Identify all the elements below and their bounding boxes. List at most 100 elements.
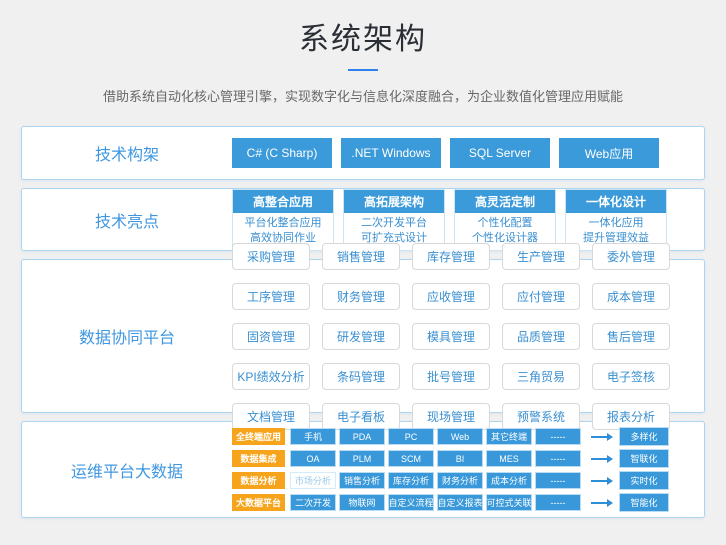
ops-cell: 二次开发 [290,494,336,511]
section-data-platform: 数据协同平台 采购管理 销售管理 库存管理 生产管理 委外管理 工序管理 财务管… [21,242,705,430]
page-title: 系统架构 [299,23,427,56]
highlight-card-title: 高整合应用 [233,189,333,213]
module-chip[interactable]: 三角贸易 [502,362,580,390]
ops-result-box: 多样化 [619,427,669,446]
ops-row-tag: 数据集成 [232,450,285,467]
highlight-card: 高整合应用 平台化整合应用 高效协同作业 [232,188,334,251]
module-chip[interactable]: 委外管理 [592,242,670,270]
highlight-card-body: 平台化整合应用 高效协同作业 [233,213,333,250]
ops-cell: PC [388,428,434,445]
module-chip[interactable]: 工序管理 [232,282,310,310]
ops-cell: 财务分析 [437,472,483,489]
highlight-card-line: 一体化应用 [588,216,644,229]
ops-cell: PLM [339,450,385,467]
ops-cell: 库存分析 [388,472,434,489]
highlight-card-line: 个性化配置 [477,216,533,229]
right-arrow-icon [591,432,613,441]
tech-stack-button-sqlserver[interactable]: SQL Server [450,138,550,168]
ops-flow-row: 数据分析 市场分析 销售分析 库存分析 财务分析 成本分析 ----- 实时化 [232,471,669,490]
ops-cell: 物联网 [339,494,385,511]
ops-cell: 其它终端 [486,428,532,445]
module-chip[interactable]: 生产管理 [502,242,580,270]
module-chip[interactable]: KPI绩效分析 [232,362,310,390]
highlight-card-body: 一体化应用 提升管理效益 [566,213,666,250]
highlight-card-title: 高灵活定制 [455,189,555,213]
ops-cell: BI [437,450,483,467]
tech-stack-button-web[interactable]: Web应用 [559,138,659,168]
section-label-ops-bigdata: 运维平台大数据 [70,463,183,481]
ops-cell-ellipsis: ----- [535,450,581,467]
section-label-tech-highlights: 技术亮点 [94,213,159,231]
module-chip[interactable]: 预警系统 [502,402,580,430]
ops-cell: 可控式关联 [486,494,532,511]
highlight-card-line: 提升管理效益 [583,231,649,244]
ops-row-tag: 数据分析 [232,472,285,489]
ops-cell: 自定义报表 [437,494,483,511]
module-chip[interactable]: 品质管理 [502,322,580,350]
ops-cell: 自定义流程 [388,494,434,511]
ops-result-box: 实时化 [619,471,669,490]
module-chip[interactable]: 电子看板 [322,402,400,430]
highlight-card-line: 二次开发平台 [361,216,427,229]
module-chip[interactable]: 电子签核 [592,362,670,390]
tech-highlight-cards: 高整合应用 平台化整合应用 高效协同作业 高拓展架构 二次开发平台 可扩充式设计… [232,188,676,251]
tech-stack-button-dotnet[interactable]: .NET Windows [341,138,441,168]
ops-cell: 销售分析 [339,472,385,489]
section-label-tech-framework: 技术构架 [94,147,159,164]
highlight-card-line: 高效协同作业 [250,231,316,244]
module-chip[interactable]: 文档管理 [232,402,310,430]
right-arrow-icon [591,498,613,507]
module-chip[interactable]: 固资管理 [232,322,310,350]
module-chip[interactable]: 销售管理 [322,242,400,270]
highlight-card-body: 个性化配置 个性化设计器 [455,213,555,250]
page-subtitle: 借助系统自动化核心管理引擎，实现数字化与信息化深度融合，为企业数值化管理应用赋能 [102,89,623,104]
highlight-card-body: 二次开发平台 可扩充式设计 [344,213,444,250]
module-chip[interactable]: 售后管理 [592,322,670,350]
section-tech-highlights: 技术亮点 高整合应用 平台化整合应用 高效协同作业 高拓展架构 二次开发平台 可… [21,188,705,251]
highlight-card-title: 高拓展架构 [344,189,444,213]
module-chip[interactable]: 成本管理 [592,282,670,310]
module-chip[interactable]: 应收管理 [412,282,490,310]
ops-cell: SCM [388,450,434,467]
ops-cell: OA [290,450,336,467]
module-chip[interactable]: 条码管理 [322,362,400,390]
tech-stack-button-csharp[interactable]: C# (C Sharp) [232,138,332,168]
module-chip[interactable]: 报表分析 [592,402,670,430]
module-chip[interactable]: 库存管理 [412,242,490,270]
right-arrow-icon [591,454,613,463]
ops-cell-ellipsis: ----- [535,428,581,445]
right-arrow-icon [591,476,613,485]
module-chip[interactable]: 研发管理 [322,322,400,350]
highlight-card: 一体化设计 一体化应用 提升管理效益 [565,188,667,251]
highlight-card-line: 个性化设计器 [472,231,538,244]
highlight-card: 高拓展架构 二次开发平台 可扩充式设计 [343,188,445,251]
highlight-card-line: 可扩充式设计 [361,231,427,244]
module-grid: 采购管理 销售管理 库存管理 生产管理 委外管理 工序管理 财务管理 应收管理 … [232,242,670,430]
module-chip[interactable]: 模具管理 [412,322,490,350]
module-chip[interactable]: 批号管理 [412,362,490,390]
module-chip[interactable]: 应付管理 [502,282,580,310]
tech-framework-buttons: C# (C Sharp) .NET Windows SQL Server Web… [232,138,668,168]
ops-row-tag: 大数据平台 [232,494,285,511]
section-ops-bigdata: 运维平台大数据 全终端应用 手机 PDA PC Web 其它终端 ----- 多… [21,421,705,518]
ops-cell: MES [486,450,532,467]
section-label-data-platform: 数据协同平台 [78,330,175,347]
section-tech-framework: 技术构架 C# (C Sharp) .NET Windows SQL Serve… [21,126,705,180]
ops-cell: PDA [339,428,385,445]
ops-row-tag: 全终端应用 [232,428,285,445]
highlight-card-title: 一体化设计 [566,189,666,213]
module-chip[interactable]: 财务管理 [322,282,400,310]
ops-flow-row: 数据集成 OA PLM SCM BI MES ----- 智联化 [232,449,669,468]
ops-flow-row: 大数据平台 二次开发 物联网 自定义流程 自定义报表 可控式关联 ----- 智… [232,493,669,512]
ops-cell-ellipsis: ----- [535,494,581,511]
sections-container: 技术构架 C# (C Sharp) .NET Windows SQL Serve… [21,126,705,518]
ops-cell: 手机 [290,428,336,445]
ops-cell: Web [437,428,483,445]
ops-cell-ellipsis: ----- [535,472,581,489]
ops-result-box: 智能化 [619,493,669,512]
module-chip[interactable]: 采购管理 [232,242,310,270]
highlight-card-line: 平台化整合应用 [244,216,322,229]
module-chip[interactable]: 现场管理 [412,402,490,430]
highlight-card: 高灵活定制 个性化配置 个性化设计器 [454,188,556,251]
